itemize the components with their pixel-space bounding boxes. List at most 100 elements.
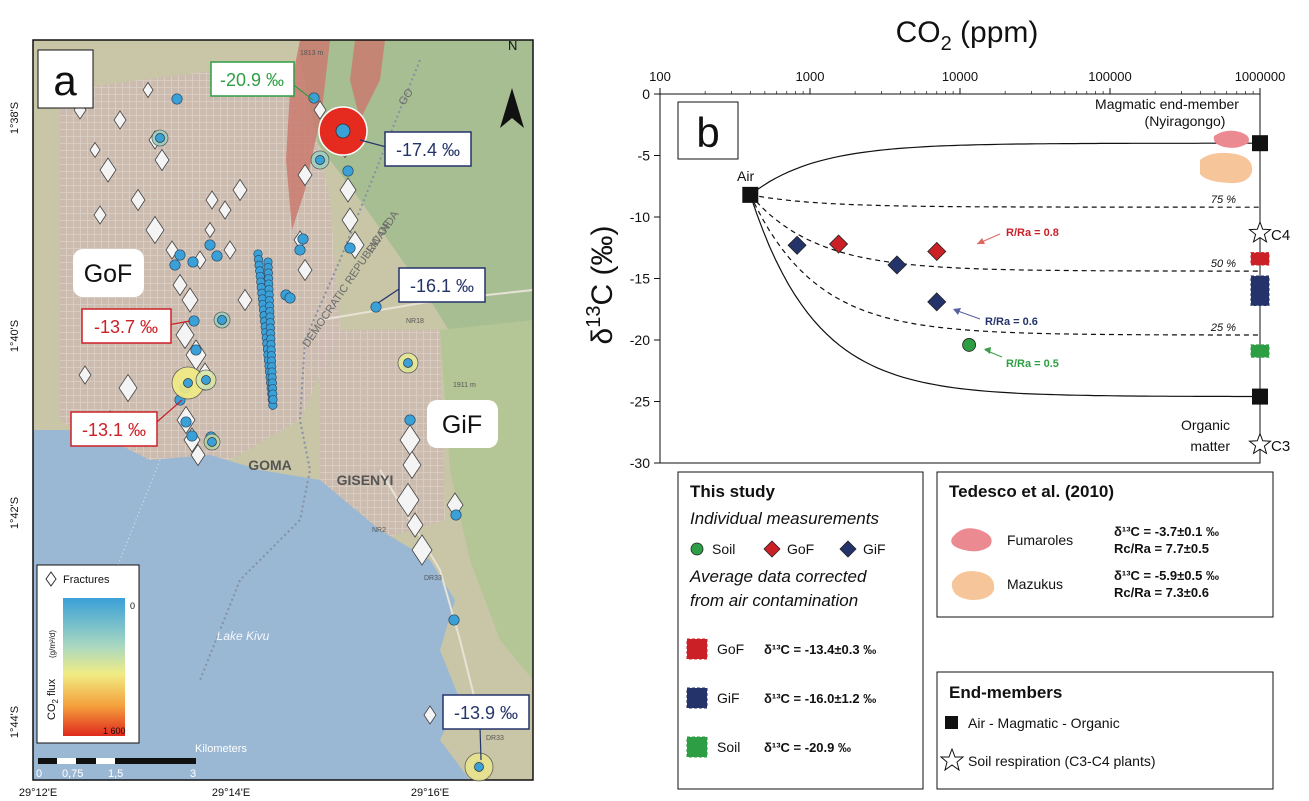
gof-label: GoF (84, 260, 133, 288)
flux-point (450, 509, 462, 521)
legend-avg-title-1: Average data corrected (689, 567, 867, 586)
y-tick-label: -20 (630, 332, 650, 348)
flux-point (190, 344, 202, 356)
legend-square-label: Air - Magmatic - Organic (968, 715, 1120, 731)
fracture-icon (145, 215, 165, 245)
legend-square-marker (945, 716, 958, 729)
legend-avg-gof-label: GoF (717, 641, 744, 657)
average-marker-gif (1250, 275, 1270, 307)
ra06-label: R/Ra = 0.6 (985, 316, 1038, 328)
average-marker-gof (1250, 252, 1270, 266)
fracture-icon (205, 190, 219, 210)
flux-point (370, 301, 382, 313)
flux-point (344, 242, 356, 254)
legend-fumaroles-label: Fumaroles (1007, 532, 1073, 548)
ra05-annotation: R/Ra = 0.5 (984, 347, 1059, 370)
callout-text-soil: -20.9 ‰ (220, 70, 284, 90)
data-point-gif (887, 255, 907, 275)
fracture-icon (130, 188, 146, 212)
mazukus-blob (1200, 152, 1253, 184)
panel-b-label-box (677, 101, 739, 160)
data-point-gof (828, 234, 849, 254)
mixing-percent-label: 75 % (1211, 194, 1236, 206)
scale-tick-0: 0 (36, 768, 42, 780)
flux-point (217, 315, 227, 325)
flux-point (174, 249, 186, 261)
panel-a-label-box (37, 49, 94, 109)
soil-respiration-star (1248, 220, 1272, 244)
air-label: Air (737, 168, 754, 184)
mixing-curve-organic (749, 194, 1260, 398)
legend-avg-title-2: from air contamination (690, 591, 858, 610)
legend-this-study: This study Individual measurements Soil … (677, 471, 924, 790)
legend-mazukus-icon (951, 571, 995, 600)
fracture-icon (204, 221, 216, 239)
data-point-gif (787, 235, 807, 255)
fracture-icon (313, 100, 327, 120)
fracture-legend-icon (45, 571, 57, 587)
callout-text-gof-south: -13.1 ‰ (82, 420, 146, 440)
fracture-icon (406, 512, 424, 538)
lake-kivu (33, 430, 470, 780)
x-tick-label: 100000 (1088, 69, 1131, 84)
y-tick-label: -30 (630, 455, 650, 471)
legend-tedesco-box (936, 471, 1274, 618)
fracture-icon (89, 141, 101, 159)
map-panel: a N GoF GiF GOMA GISENYI Lake Kivu DEMOC… (9, 38, 534, 799)
flux-point (183, 378, 193, 388)
fracture-icon (297, 163, 313, 187)
flux-point (201, 375, 211, 385)
ra06-annotation: R/Ra = 0.6 (953, 308, 1038, 328)
flux-point (308, 92, 320, 104)
y-axis-label: δ13C (‰) (583, 226, 619, 345)
callout-gif-mid: -16.1 ‰ (377, 267, 486, 304)
flux-point (474, 762, 484, 772)
fracture-icon (93, 205, 107, 225)
flux-point (171, 93, 183, 105)
road-dr33b-label: DR33 (486, 735, 504, 742)
plot-area: 100 1000 10000 100000 1000000 0 -5 -10 -15 -20 -25… (630, 69, 1286, 471)
data-point-soil (962, 338, 977, 352)
fracture-icon (411, 534, 433, 566)
legend-mazukus-r: Rc/Ra = 7.3±0.6 (1114, 585, 1209, 600)
callout-gif-north: -17.4 ‰ (359, 131, 472, 167)
y-tick-label: -5 (638, 148, 651, 164)
flux-point (204, 239, 216, 251)
flux-point (186, 430, 198, 442)
fracture-icon (113, 110, 127, 130)
flux-axis-label: CO2 flux (46, 678, 60, 720)
legend-avg-soil-value: δ¹³C = -20.9 ‰ (764, 740, 851, 755)
y-tick-label: 0 (642, 86, 650, 102)
mixing-percent-label: 25 % (1210, 322, 1236, 334)
flux-point (180, 416, 192, 428)
legend-soil-marker (690, 542, 704, 556)
gisenyi-label: GISENYI (337, 472, 394, 488)
callout-gof-north: -13.7 ‰ (81, 308, 191, 344)
lon-label-2: 29°14'E (212, 787, 250, 799)
flux-points (151, 92, 494, 782)
matter-label: matter (1190, 438, 1230, 454)
y-tick-label: -10 (630, 209, 650, 225)
callout-text-gof-north: -13.7 ‰ (94, 317, 158, 337)
legend-star-label: Soil respiration (C3-C4 plants) (968, 753, 1156, 769)
elevation-label: 1813 m (300, 50, 324, 57)
fracture-icon (402, 450, 422, 480)
legend-gif-marker (839, 540, 857, 558)
chart-title: CO2 (ppm) (896, 16, 1039, 55)
border-line (199, 59, 421, 681)
x-tick-label: 1000000 (1235, 69, 1286, 84)
road-nr18 (319, 289, 533, 321)
callout-gof-south: -13.1 ‰ (70, 399, 183, 447)
lon-label-1: 29°12'E (19, 787, 57, 799)
lat-label-3: 1°42'S (9, 497, 21, 529)
fracture-icon (172, 273, 188, 297)
fracture-icon (78, 365, 92, 385)
lat-label-1: 1°38'S (9, 102, 21, 134)
fumaroles-blob (1213, 130, 1249, 148)
fracture-icon (175, 320, 195, 350)
panel-b-label: b (696, 109, 719, 156)
fracture-icon (190, 443, 206, 467)
fracture-icon (223, 240, 237, 260)
fracture-icon (341, 207, 359, 233)
